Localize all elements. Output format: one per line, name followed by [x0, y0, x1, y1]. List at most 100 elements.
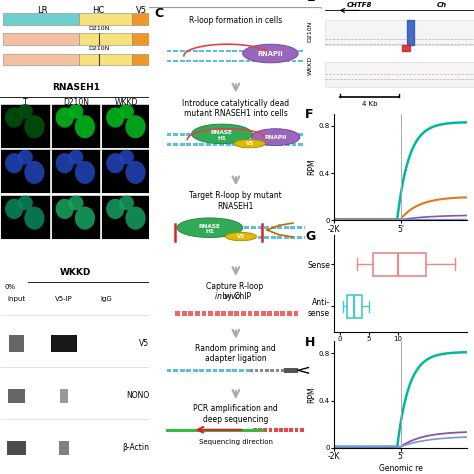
- Bar: [252, 133, 257, 136]
- Bar: [232, 143, 237, 146]
- Bar: [292, 133, 296, 136]
- Bar: [7, 441, 26, 455]
- Bar: [173, 50, 178, 52]
- Text: WKKD: WKKD: [308, 55, 313, 75]
- Bar: [213, 50, 218, 52]
- Bar: [206, 50, 211, 52]
- Text: LR: LR: [37, 7, 48, 16]
- Bar: [166, 369, 172, 372]
- Bar: [200, 133, 204, 136]
- Bar: [200, 143, 204, 146]
- Ellipse shape: [55, 199, 74, 219]
- Text: in vivo: in vivo: [216, 292, 241, 301]
- Bar: [226, 369, 231, 372]
- Bar: [285, 133, 290, 136]
- Bar: [267, 311, 272, 316]
- Bar: [219, 50, 224, 52]
- Bar: [259, 133, 264, 136]
- Bar: [254, 311, 259, 316]
- Text: by ChIP: by ChIP: [220, 292, 251, 301]
- Bar: [0, 149, 50, 193]
- Bar: [285, 60, 290, 62]
- Ellipse shape: [24, 161, 45, 184]
- Bar: [193, 369, 198, 372]
- Bar: [186, 50, 191, 52]
- Text: WKKD: WKKD: [60, 268, 91, 277]
- X-axis label: Genomic re: Genomic re: [379, 237, 422, 246]
- Bar: [186, 369, 191, 372]
- Bar: [180, 133, 184, 136]
- Bar: [291, 236, 295, 238]
- Bar: [257, 226, 263, 228]
- Bar: [101, 149, 151, 193]
- Bar: [239, 369, 244, 372]
- Bar: [51, 195, 100, 239]
- Bar: [101, 195, 151, 239]
- Bar: [173, 369, 178, 372]
- Text: RNAPII: RNAPII: [257, 51, 283, 56]
- Bar: [219, 133, 224, 136]
- Ellipse shape: [226, 232, 256, 241]
- Text: PCR amplification and
deep sequencing: PCR amplification and deep sequencing: [193, 404, 278, 424]
- Bar: [253, 428, 257, 432]
- Bar: [285, 50, 290, 52]
- Bar: [246, 60, 250, 62]
- Ellipse shape: [106, 153, 124, 173]
- Bar: [166, 133, 172, 136]
- Bar: [272, 50, 277, 52]
- Bar: [274, 428, 278, 432]
- Text: V5: V5: [136, 7, 146, 16]
- Bar: [3, 13, 79, 25]
- Ellipse shape: [75, 115, 95, 138]
- Bar: [300, 428, 304, 432]
- Ellipse shape: [119, 195, 134, 210]
- Bar: [226, 143, 231, 146]
- Ellipse shape: [106, 199, 124, 219]
- Text: RNASE: RNASE: [211, 130, 233, 135]
- Bar: [239, 50, 244, 52]
- Bar: [200, 369, 204, 372]
- Bar: [246, 133, 250, 136]
- Bar: [79, 54, 132, 65]
- Text: Random priming and
adapter ligation: Random priming and adapter ligation: [195, 344, 276, 363]
- Bar: [274, 311, 279, 316]
- Bar: [264, 428, 267, 432]
- Bar: [271, 236, 275, 238]
- Bar: [200, 60, 204, 62]
- Ellipse shape: [68, 150, 83, 164]
- Bar: [79, 33, 132, 45]
- Text: G: G: [305, 230, 315, 243]
- Bar: [265, 60, 270, 62]
- Bar: [226, 133, 231, 136]
- Bar: [226, 60, 231, 62]
- Text: input: input: [8, 296, 26, 302]
- Bar: [59, 441, 69, 455]
- Bar: [259, 50, 264, 52]
- Bar: [251, 236, 256, 238]
- Text: Introduce catalytically dead
mutant RNASEH1 into cells: Introduce catalytically dead mutant RNAS…: [182, 99, 290, 118]
- Bar: [246, 50, 250, 52]
- Bar: [232, 133, 237, 136]
- Bar: [297, 236, 302, 238]
- Bar: [246, 143, 250, 146]
- Bar: [325, 62, 474, 86]
- Bar: [226, 50, 231, 52]
- Ellipse shape: [55, 107, 74, 128]
- Bar: [186, 60, 191, 62]
- Bar: [269, 428, 273, 432]
- Text: C: C: [155, 7, 164, 20]
- Bar: [186, 143, 191, 146]
- Bar: [173, 133, 178, 136]
- Bar: [195, 311, 200, 316]
- Bar: [247, 311, 253, 316]
- Bar: [213, 143, 218, 146]
- Bar: [245, 236, 249, 238]
- Bar: [180, 143, 184, 146]
- Bar: [239, 133, 244, 136]
- Bar: [284, 368, 298, 373]
- Text: D210N: D210N: [63, 98, 89, 107]
- Bar: [175, 311, 180, 316]
- Bar: [3, 54, 79, 65]
- Bar: [219, 60, 224, 62]
- Bar: [264, 226, 269, 228]
